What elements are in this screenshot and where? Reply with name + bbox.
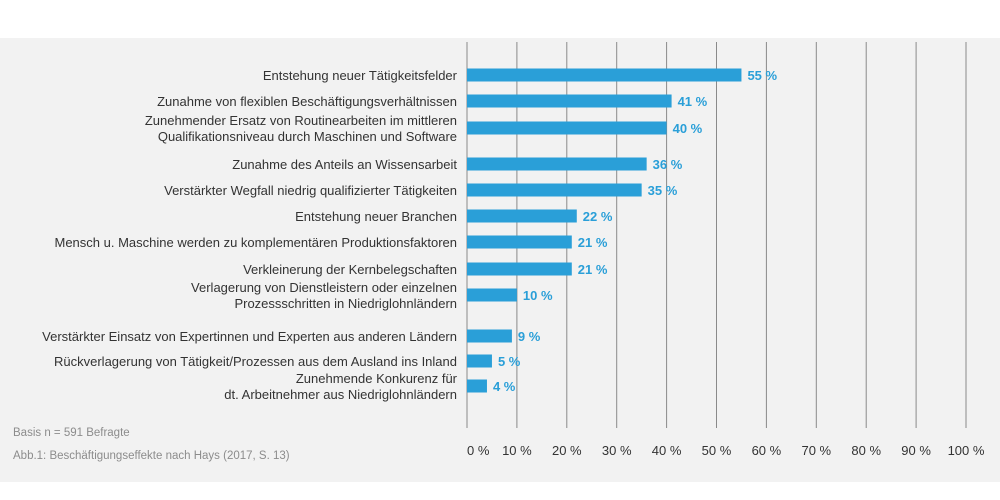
bar	[467, 209, 577, 223]
value-label: 10 %	[523, 288, 553, 303]
category-label: Verstärkter Einsatz von Expertinnen und …	[42, 329, 457, 344]
bar	[467, 379, 487, 393]
x-tick-label: 90 %	[901, 443, 931, 458]
value-label: 21 %	[578, 235, 608, 250]
bar	[467, 121, 667, 135]
figure-caption: Abb.1: Beschäftigungseffekte nach Hays (…	[13, 450, 290, 462]
x-tick-label: 30 %	[602, 443, 632, 458]
bar	[467, 94, 672, 108]
value-label: 9 %	[518, 329, 541, 344]
x-tick-label: 50 %	[702, 443, 732, 458]
value-label: 36 %	[653, 157, 683, 172]
value-label: 41 %	[678, 94, 708, 109]
value-label: 4 %	[493, 379, 516, 394]
category-label: Rückverlagerung von Tätigkeit/Prozessen …	[54, 354, 457, 369]
category-label: Entstehung neuer Branchen	[295, 209, 457, 224]
x-tick-label: 100 %	[948, 443, 985, 458]
chart-panel	[0, 38, 1000, 482]
category-label: Zunehmender Ersatz von Routinearbeiten i…	[145, 113, 457, 128]
category-label: Zunehmende Konkurenz für	[296, 371, 458, 386]
x-tick-label: 0 %	[467, 443, 490, 458]
bar	[467, 288, 517, 302]
category-label: dt. Arbeitnehmer aus Niedriglohnländern	[224, 387, 457, 402]
bar	[467, 183, 642, 197]
bar	[467, 68, 742, 82]
category-label: Verlagerung von Dienstleistern oder einz…	[191, 280, 457, 295]
bar	[467, 157, 647, 171]
bar	[467, 262, 572, 276]
bar	[467, 235, 572, 249]
value-label: 55 %	[747, 68, 777, 83]
x-tick-label: 20 %	[552, 443, 582, 458]
category-label: Mensch u. Maschine werden zu komplementä…	[55, 235, 458, 250]
value-label: 5 %	[498, 354, 521, 369]
x-tick-label: 80 %	[851, 443, 881, 458]
x-tick-label: 60 %	[752, 443, 782, 458]
bar	[467, 329, 512, 343]
basis-note: Basis n = 591 Befragte	[13, 427, 130, 439]
category-label: Zunahme von flexiblen Beschäftigungsverh…	[157, 94, 457, 109]
category-label: Verkleinerung der Kernbelegschaften	[243, 262, 457, 277]
x-tick-label: 70 %	[801, 443, 831, 458]
value-label: 40 %	[673, 121, 703, 136]
category-label: Qualifikationsniveau durch Maschinen und…	[158, 129, 457, 144]
x-tick-label: 40 %	[652, 443, 682, 458]
value-label: 35 %	[648, 183, 678, 198]
category-label: Verstärkter Wegfall niedrig qualifiziert…	[164, 183, 457, 198]
value-label: 21 %	[578, 262, 608, 277]
category-label: Zunahme des Anteils an Wissensarbeit	[232, 157, 457, 172]
category-label: Prozessschritten in Niedriglohnländern	[234, 296, 457, 311]
x-tick-label: 10 %	[502, 443, 532, 458]
value-label: 22 %	[583, 209, 613, 224]
category-label: Entstehung neuer Tätigkeitsfelder	[263, 68, 458, 83]
bar	[467, 354, 492, 368]
